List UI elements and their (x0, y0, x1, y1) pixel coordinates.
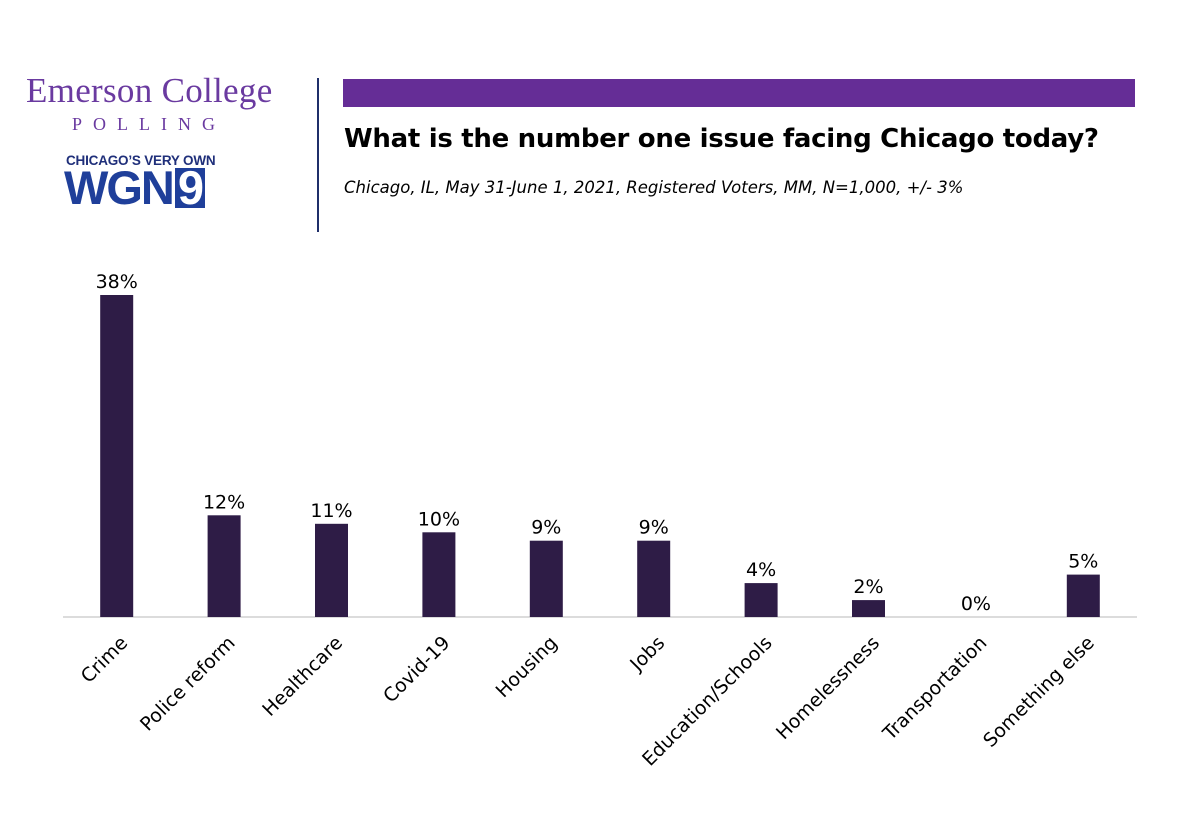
polling-logo-text: POLLING (72, 114, 226, 134)
bar-jobs (637, 540, 671, 617)
header-divider (317, 78, 319, 232)
bar-covid-19 (422, 532, 456, 617)
category-label: Police reform (136, 632, 240, 736)
purple-header-bar (343, 79, 1135, 107)
value-label: 0% (961, 593, 991, 615)
category-label: Covid-19 (379, 632, 454, 707)
value-label: 9% (639, 517, 669, 539)
category-label: Something else (979, 632, 1099, 752)
chart-subtitle: Chicago, IL, May 31-June 1, 2021, Regist… (344, 178, 964, 197)
bar-housing (529, 540, 563, 617)
wgn-logo: WGN 9 (64, 164, 206, 211)
emerson-logo-text: Emerson College (26, 71, 273, 110)
category-label: Housing (492, 632, 562, 702)
category-label: Healthcare (258, 632, 347, 721)
bar-healthcare (315, 523, 348, 617)
bar-something-else (1066, 574, 1100, 617)
bar-education-schools (744, 583, 778, 617)
value-label: 2% (853, 576, 883, 598)
bar-crime (100, 295, 134, 617)
value-label: 11% (310, 500, 352, 522)
category-label: Jobs (625, 632, 669, 676)
wgn-logo-number: 9 (174, 164, 206, 211)
category-label: Crime (77, 632, 133, 688)
wgn-logo-letters: WGN (64, 161, 175, 214)
bar-police-reform (207, 515, 241, 617)
value-label: 38% (96, 271, 138, 293)
wgn-tagline: CHICAGO’S VERY OWN (66, 153, 216, 168)
value-label: 10% (418, 508, 460, 530)
bar-homelessness (852, 600, 885, 617)
value-label: 4% (746, 559, 776, 581)
category-label: Homelessness (772, 632, 884, 744)
value-label: 5% (1068, 551, 1098, 573)
value-label: 9% (531, 517, 561, 539)
chart-title: What is the number one issue facing Chic… (344, 124, 1099, 154)
category-label: Transportation (878, 632, 991, 745)
value-label: 12% (203, 491, 245, 513)
